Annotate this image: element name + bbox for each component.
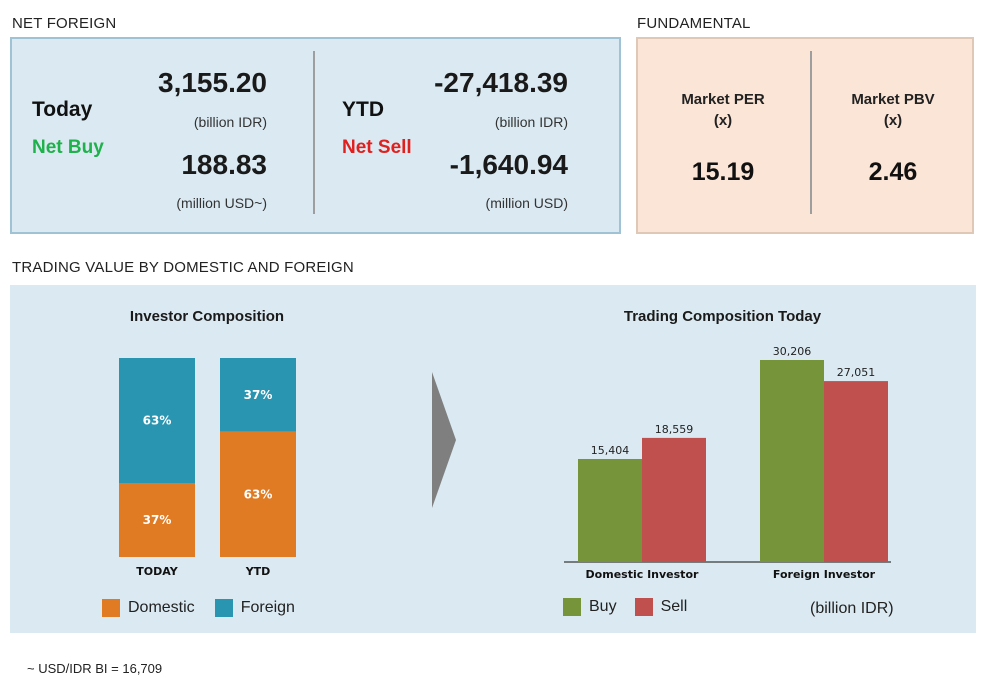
investor-legend: Domestic Foreign [102, 599, 295, 617]
data-label-domestic-ytd: 63% [244, 487, 273, 501]
market-pbv-unit: (x) [883, 112, 903, 129]
trading-panel: Investor Composition 37% 63% TODAY 63% 37% YT… [10, 285, 976, 633]
today-idr-value: 3,155.20 [158, 67, 267, 98]
ytd-label: YTD [342, 98, 384, 121]
market-pbv-value: 2.46 [868, 158, 918, 186]
x-tick-label-today: TODAY [136, 565, 178, 578]
today-idr-unit: (billion IDR) [193, 114, 267, 130]
market-pbv-block: Market PBV (x) 2.46 [808, 89, 978, 187]
data-label-sell-domestic-investor: 18,559 [655, 423, 694, 436]
fundamental-title: FUNDAMENTAL [637, 15, 751, 32]
net-foreign-panel: Today Net Buy 3,155.20 (billion IDR) 188… [10, 37, 621, 234]
today-usd-unit: (million USD~) [176, 195, 267, 211]
bar-sell-foreign-investor [824, 381, 888, 562]
market-per-label: Market PER [681, 91, 765, 108]
exchange-rate-footnote: ~ USD/IDR BI = 16,709 [27, 661, 163, 676]
bar-foreign-ytd [220, 358, 296, 432]
net-foreign-divider [313, 51, 315, 214]
legend-foreign-label: Foreign [240, 599, 295, 616]
data-label-buy-domestic-investor: 15,404 [591, 444, 630, 457]
data-label-sell-foreign-investor: 27,051 [837, 366, 876, 379]
x-tick-label-domestic-investor: Domestic Investor [586, 568, 699, 581]
data-label-buy-foreign-investor: 30,206 [773, 345, 812, 358]
data-label-foreign-ytd: 37% [244, 388, 273, 402]
bar-buy-domestic-investor [578, 458, 642, 562]
fundamental-divider [810, 51, 812, 214]
net-sell-status: Net Sell [342, 137, 412, 158]
bar-sell-domestic-investor [642, 437, 706, 562]
market-per-block: Market PER (x) 15.19 [638, 89, 808, 187]
bar-domestic-ytd [220, 431, 296, 557]
x-tick-label-foreign-investor: Foreign Investor [773, 568, 876, 581]
investor-composition-chart: 37% 63% TODAY 63% 37% YTD [119, 358, 296, 578]
trading-section-title: TRADING VALUE BY DOMESTIC AND FOREIGN [12, 259, 354, 276]
legend-domestic-label: Domestic [128, 599, 195, 616]
ytd-idr-unit: (billion IDR) [494, 114, 568, 130]
market-per-value: 15.19 [691, 158, 755, 186]
legend-buy-swatch [563, 598, 581, 616]
legend-foreign-swatch [214, 599, 233, 617]
legend-buy-label: Buy [589, 598, 617, 615]
legend-sell-label: Sell [660, 598, 688, 615]
data-label-foreign-today: 63% [143, 414, 172, 428]
bar-domestic-today [119, 483, 195, 557]
bar-foreign-today [119, 358, 195, 484]
ytd-idr-value: -27,418.39 [434, 67, 568, 98]
today-usd-value: 188.83 [181, 149, 267, 180]
data-label-domestic-today: 37% [143, 513, 172, 527]
ytd-usd-value: -1,640.94 [449, 149, 568, 180]
bar-buy-foreign-investor [760, 360, 824, 562]
ytd-usd-unit: (million USD) [485, 195, 568, 211]
arrow-right-icon [432, 372, 456, 508]
trading-composition-chart: 15,404 18,559 Domestic Investor 30,206 27,05… [564, 345, 891, 581]
legend-sell-swatch [634, 598, 653, 616]
unit-note: (billion IDR) [810, 600, 894, 617]
investor-composition-title: Investor Composition [129, 308, 285, 325]
market-pbv-label: Market PBV [851, 91, 935, 108]
trading-composition-title: Trading Composition Today [623, 308, 822, 325]
market-per-unit: (x) [713, 112, 733, 129]
x-tick-label-ytd: YTD [245, 565, 271, 578]
fundamental-panel: Market PER (x) 15.19 Market PBV (x) 2.46 [636, 37, 974, 234]
today-label: Today [32, 98, 93, 121]
net-buy-status: Net Buy [32, 137, 104, 158]
legend-domestic-swatch [102, 599, 120, 617]
net-foreign-title: NET FOREIGN [12, 15, 117, 32]
trading-legend: Buy Sell [563, 598, 687, 616]
